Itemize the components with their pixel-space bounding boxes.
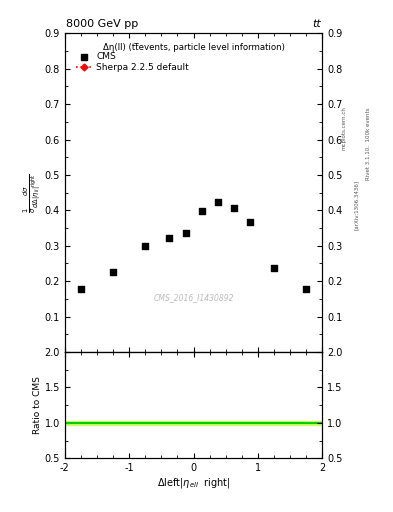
Text: tt: tt	[313, 19, 321, 29]
CMS	[78, 285, 84, 293]
X-axis label: $\Delta$left|$\eta_{ell}$  right|: $\Delta$left|$\eta_{ell}$ right|	[157, 476, 230, 490]
CMS	[247, 218, 253, 226]
Text: CMS_2016_I1430892: CMS_2016_I1430892	[153, 293, 234, 302]
Text: [arXiv:1306.3436]: [arXiv:1306.3436]	[354, 180, 359, 230]
Bar	[65, 421, 322, 424]
CMS	[110, 267, 116, 275]
CMS	[198, 207, 205, 216]
CMS	[231, 204, 237, 212]
CMS	[303, 285, 309, 293]
CMS	[215, 198, 221, 206]
CMS	[142, 242, 149, 250]
Y-axis label: Ratio to CMS: Ratio to CMS	[33, 376, 42, 434]
CMS	[182, 229, 189, 238]
Y-axis label: $\frac{1}{\sigma}\frac{d\sigma}{d\Delta|\eta_{ll}|^{\rm right}}$: $\frac{1}{\sigma}\frac{d\sigma}{d\Delta|…	[22, 173, 43, 212]
CMS	[271, 264, 277, 272]
Text: mcplots.cern.ch: mcplots.cern.ch	[342, 106, 347, 150]
CMS	[166, 234, 173, 242]
Legend: CMS, Sherpa 2.2.5 default: CMS, Sherpa 2.2.5 default	[75, 51, 191, 74]
Text: Rivet 3.1.10,  100k events: Rivet 3.1.10, 100k events	[365, 107, 371, 180]
Text: Δη(ll) (tt̅events, particle level information): Δη(ll) (tt̅events, particle level inform…	[103, 43, 285, 52]
Text: 8000 GeV pp: 8000 GeV pp	[66, 19, 138, 29]
